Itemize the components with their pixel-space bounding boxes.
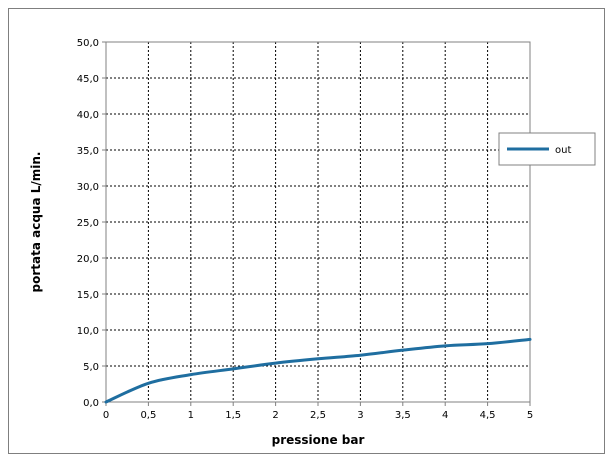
legend-label: out <box>555 145 571 156</box>
x-tick-label: 3 <box>357 410 363 421</box>
legend: out <box>498 132 596 166</box>
y-tick-label: 15,0 <box>77 290 99 301</box>
x-tick-label: 0 <box>103 410 109 421</box>
y-tick-label: 35,0 <box>77 146 99 157</box>
x-tick-label: 3,5 <box>395 410 411 421</box>
chart-frame <box>8 8 605 454</box>
y-tick-label: 50,0 <box>77 38 99 49</box>
y-tick-label: 40,0 <box>77 110 99 121</box>
x-tick-label: 2,5 <box>310 410 326 421</box>
y-tick-label: 10,0 <box>77 326 99 337</box>
grid <box>106 42 530 402</box>
x-tick-label: 4,5 <box>480 410 496 421</box>
y-axis-title: portata acqua L/min. <box>29 152 43 293</box>
series-layer <box>104 337 532 404</box>
x-tick-label: 4 <box>442 410 448 421</box>
y-tick-label: 30,0 <box>77 182 99 193</box>
x-tick-label: 2 <box>272 410 278 421</box>
x-axis-title: pressione bar <box>272 433 365 447</box>
y-tick-label: 20,0 <box>77 254 99 265</box>
x-tick-label: 1 <box>188 410 194 421</box>
x-tick-label: 1,5 <box>225 410 241 421</box>
x-tick-label: 5 <box>527 410 533 421</box>
y-tick-label: 45,0 <box>77 74 99 85</box>
x-axis-ticks: 0 0,5 1 1,5 2 2,5 3 3,5 4 4,5 5 <box>103 402 533 421</box>
y-tick-label: 5,0 <box>83 362 99 373</box>
x-tick-label: 0,5 <box>140 410 156 421</box>
y-axis-ticks: 0,0 5,0 10,0 15,0 20,0 25,0 30,0 35,0 40,0 45,0 50… <box>77 38 106 409</box>
y-tick-label: 0,0 <box>83 398 99 409</box>
y-tick-label: 25,0 <box>77 218 99 229</box>
